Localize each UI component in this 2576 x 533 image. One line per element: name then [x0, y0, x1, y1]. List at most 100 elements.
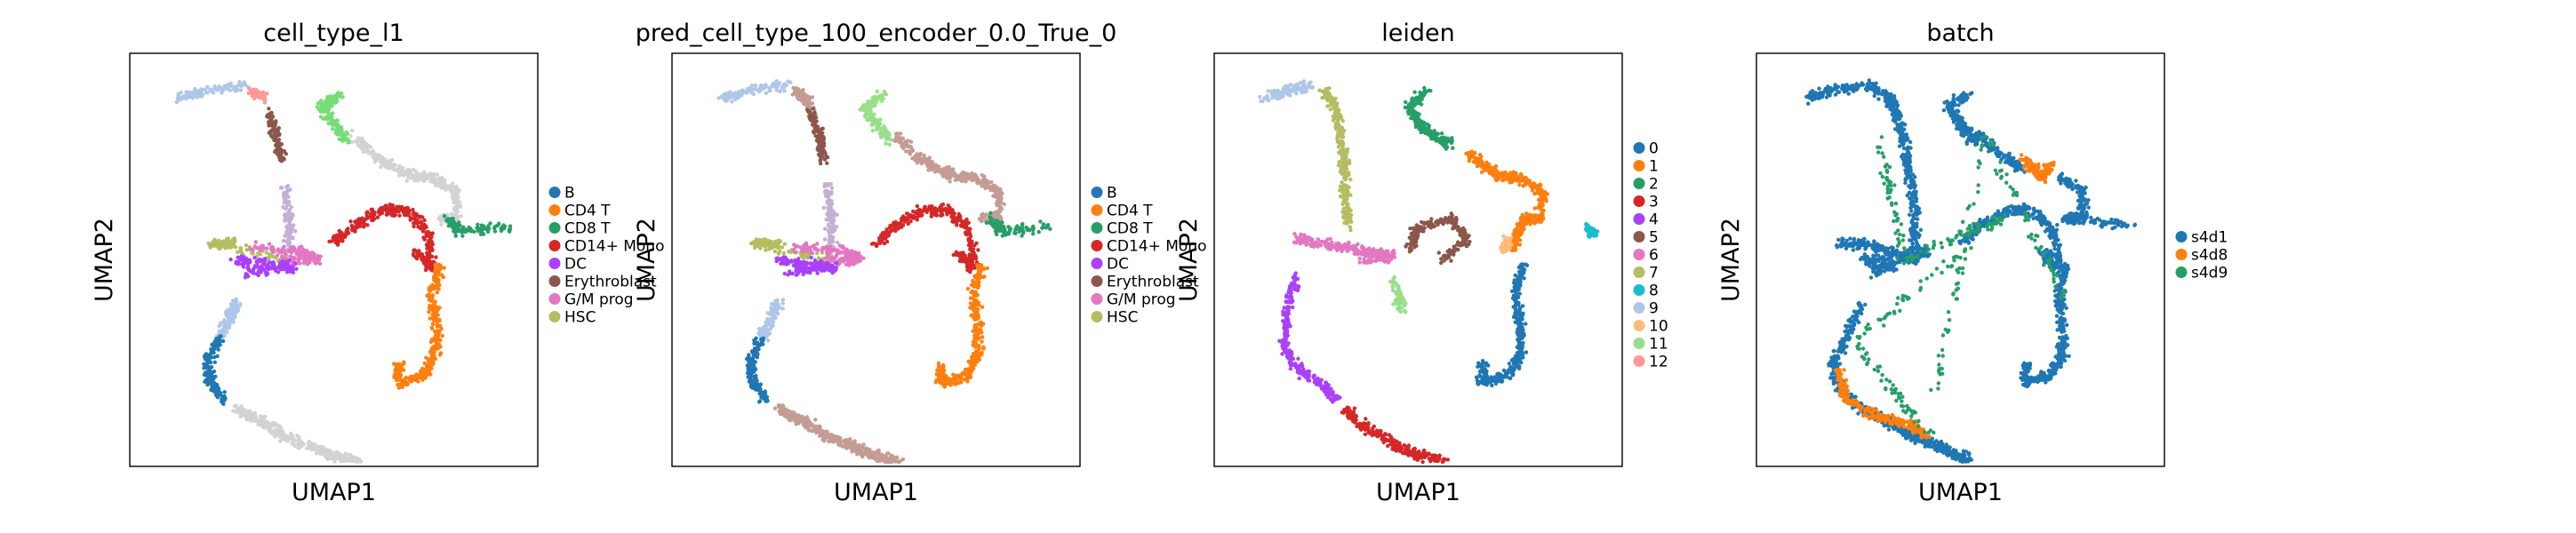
- data-point: [915, 203, 920, 209]
- data-point: [749, 84, 755, 88]
- data-point: [884, 137, 889, 141]
- data-point: [752, 341, 756, 346]
- data-point: [411, 211, 415, 216]
- data-point: [852, 262, 856, 266]
- data-point: [808, 420, 812, 425]
- data-point: [208, 354, 212, 359]
- data-point: [200, 92, 204, 97]
- data-point: [212, 377, 216, 381]
- data-point: [347, 452, 352, 457]
- data-point: [435, 324, 440, 330]
- data-point: [877, 241, 882, 245]
- data-point: [279, 142, 284, 147]
- data-point: [830, 222, 836, 227]
- data-point: [268, 260, 274, 265]
- data-point: [281, 204, 285, 210]
- data-point: [434, 255, 438, 259]
- data-point: [875, 122, 879, 127]
- data-point: [280, 261, 284, 266]
- data-point: [284, 152, 288, 156]
- data-point: [372, 217, 377, 221]
- data-point: [756, 352, 760, 357]
- data-point: [767, 85, 772, 91]
- data-point: [895, 139, 900, 143]
- data-point: [780, 306, 785, 311]
- data-point: [277, 147, 283, 151]
- data-point: [871, 122, 876, 127]
- legend-marker: [548, 311, 561, 322]
- data-point: [460, 227, 465, 231]
- data-point: [756, 347, 761, 352]
- data-point: [400, 382, 405, 386]
- data-point: [268, 253, 273, 258]
- data-point: [903, 142, 908, 147]
- data-point: [349, 128, 355, 133]
- data-point: [823, 430, 828, 435]
- data-point: [248, 269, 252, 274]
- data-point: [800, 266, 805, 270]
- data-point: [908, 152, 913, 156]
- data-point: [288, 235, 293, 240]
- data-point: [179, 90, 183, 95]
- data-point: [835, 251, 839, 257]
- data-point: [818, 434, 822, 438]
- data-point: [343, 451, 348, 456]
- data-point: [884, 227, 889, 232]
- data-point: [744, 91, 748, 95]
- data-point: [238, 88, 244, 92]
- data-point: [324, 105, 329, 110]
- data-point: [422, 218, 427, 223]
- data-point: [411, 251, 416, 257]
- data-point: [360, 216, 364, 220]
- legend-label: DC: [564, 256, 587, 274]
- data-point: [823, 245, 828, 250]
- data-point: [431, 361, 436, 365]
- data-point: [870, 116, 875, 122]
- data-point: [794, 414, 798, 418]
- data-point: [413, 249, 418, 253]
- data-point: [788, 80, 793, 85]
- data-point: [782, 89, 787, 93]
- data-point: [438, 181, 443, 186]
- cluster-15: [392, 262, 446, 390]
- data-point: [339, 125, 344, 130]
- data-point: [886, 233, 891, 238]
- data-point: [336, 132, 341, 137]
- data-point: [795, 243, 799, 249]
- data-point: [417, 172, 421, 177]
- data-point: [416, 252, 420, 258]
- data-point: [454, 215, 460, 220]
- data-point: [265, 271, 270, 276]
- data-point: [909, 213, 914, 218]
- data-point: [341, 133, 346, 138]
- data-point: [259, 247, 263, 252]
- data-point: [241, 82, 245, 87]
- cluster-11: [231, 403, 364, 465]
- legend-label: G/M prog: [564, 291, 634, 309]
- data-point: [391, 165, 396, 170]
- data-point: [311, 257, 316, 261]
- data-point: [429, 307, 434, 312]
- data-point: [261, 267, 266, 272]
- data-point: [417, 215, 422, 219]
- data-point: [285, 435, 291, 440]
- data-point: [965, 259, 971, 264]
- data-point: [828, 225, 832, 229]
- data-point: [262, 414, 268, 419]
- data-point: [339, 230, 343, 235]
- data-point: [449, 211, 454, 216]
- data-point: [876, 448, 881, 453]
- data-point: [282, 191, 286, 195]
- data-point: [754, 379, 759, 385]
- data-point: [875, 243, 879, 249]
- data-point: [264, 265, 268, 269]
- data-point: [486, 224, 491, 228]
- data-point: [449, 218, 453, 222]
- data-point: [884, 141, 888, 146]
- data-point: [884, 236, 888, 241]
- data-point: [205, 382, 210, 387]
- data-point: [254, 246, 260, 251]
- data-point: [791, 247, 796, 252]
- data-point: [820, 126, 825, 131]
